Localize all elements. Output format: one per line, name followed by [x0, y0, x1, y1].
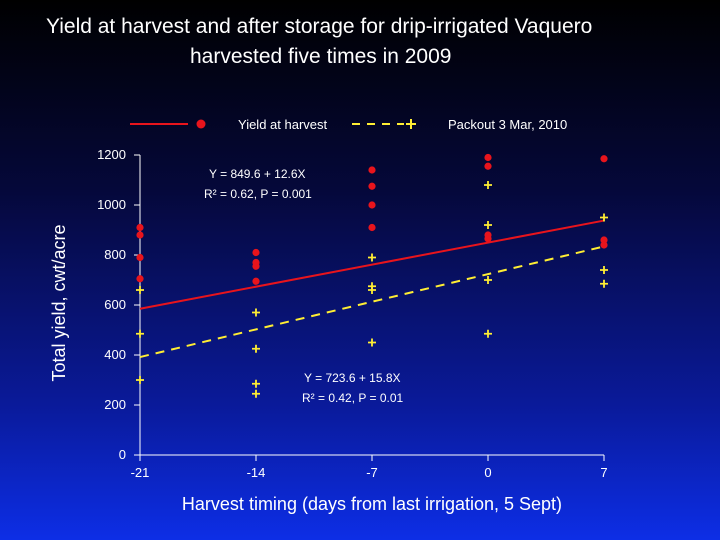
- packout-point: [136, 286, 144, 294]
- packout-point: [600, 213, 608, 222]
- harvest-point: [368, 166, 376, 174]
- harvest-equation: Y = 849.6 + 12.6X: [209, 167, 306, 181]
- chart-title-line-1: Yield at harvest and after storage for d…: [46, 15, 593, 38]
- y-tick-label: 0: [119, 447, 126, 462]
- packout-point: [600, 266, 608, 274]
- harvest-point: [368, 223, 376, 232]
- y-tick-label: 1200: [97, 147, 126, 162]
- packout-point: [484, 329, 492, 338]
- packout-point: [484, 276, 492, 284]
- harvest-r2: R² = 0.62, P = 0.001: [204, 187, 312, 201]
- packout-point: [600, 279, 608, 288]
- y-tick-label: 600: [104, 297, 126, 312]
- packout-equation: Y = 723.6 + 15.8X: [304, 371, 401, 385]
- packout-point: [252, 308, 260, 317]
- legend: Yield at harvest Packout 3 Mar, 2010: [130, 117, 567, 132]
- x-axis-label: Harvest timing (days from last irrigatio…: [182, 494, 562, 514]
- legend-harvest-label: Yield at harvest: [238, 117, 328, 132]
- y-tick-label: 200: [104, 397, 126, 412]
- x-tick-label: -7: [366, 465, 378, 480]
- harvest-point: [136, 231, 144, 239]
- harvest-point: [600, 236, 608, 244]
- y-tick-label: 800: [104, 247, 126, 262]
- y-tick-label: 1000: [97, 197, 126, 212]
- harvest-point: [252, 248, 260, 257]
- harvest-point: [252, 262, 260, 270]
- chart-title-line-2: harvested five times in 2009: [190, 45, 452, 68]
- x-tick-label: 0: [484, 465, 491, 480]
- fit-lines: [139, 219, 605, 359]
- harvest-point: [600, 155, 608, 163]
- x-ticks: -21 -14 -7 0 7: [131, 455, 608, 480]
- harvest-point: [136, 253, 144, 262]
- y-tick-label: 400: [104, 347, 126, 362]
- harvest-fit-line: [139, 219, 605, 310]
- annotation-harvest: Y = 849.6 + 12.6X R² = 0.62, P = 0.001: [204, 167, 312, 201]
- legend-packout-marker: [406, 119, 416, 129]
- packout-point: [252, 379, 260, 388]
- harvest-point: [484, 153, 492, 162]
- packout-r2: R² = 0.42, P = 0.01: [302, 391, 404, 405]
- harvest-point: [136, 275, 144, 283]
- packout-point: [136, 376, 144, 384]
- annotation-packout: Y = 723.6 + 15.8X R² = 0.42, P = 0.01: [302, 371, 404, 405]
- y-axis-label: Total yield, cwt/acre: [49, 224, 69, 381]
- legend-harvest-marker: [196, 119, 206, 129]
- packout-point: [252, 344, 260, 353]
- packout-point: [484, 221, 492, 229]
- harvest-point: [600, 241, 608, 249]
- harvest-point: [136, 223, 144, 232]
- harvest-point: [484, 235, 492, 243]
- harvest-point: [368, 201, 376, 209]
- packout-point: [368, 253, 376, 262]
- packout-point: [368, 286, 376, 294]
- harvest-point: [252, 277, 260, 285]
- legend-packout-label: Packout 3 Mar, 2010: [448, 117, 567, 132]
- harvest-point: [484, 162, 492, 170]
- packout-point: [484, 181, 492, 189]
- data-points: [136, 153, 608, 398]
- x-tick-label: 7: [600, 465, 607, 480]
- packout-point: [368, 338, 376, 347]
- packout-point: [136, 329, 144, 338]
- x-tick-label: -14: [247, 465, 266, 480]
- x-tick-label: -21: [131, 465, 150, 480]
- y-ticks: 0 200 400 600 800 1000 1200: [97, 147, 140, 462]
- harvest-point: [368, 182, 376, 190]
- packout-point: [252, 389, 260, 398]
